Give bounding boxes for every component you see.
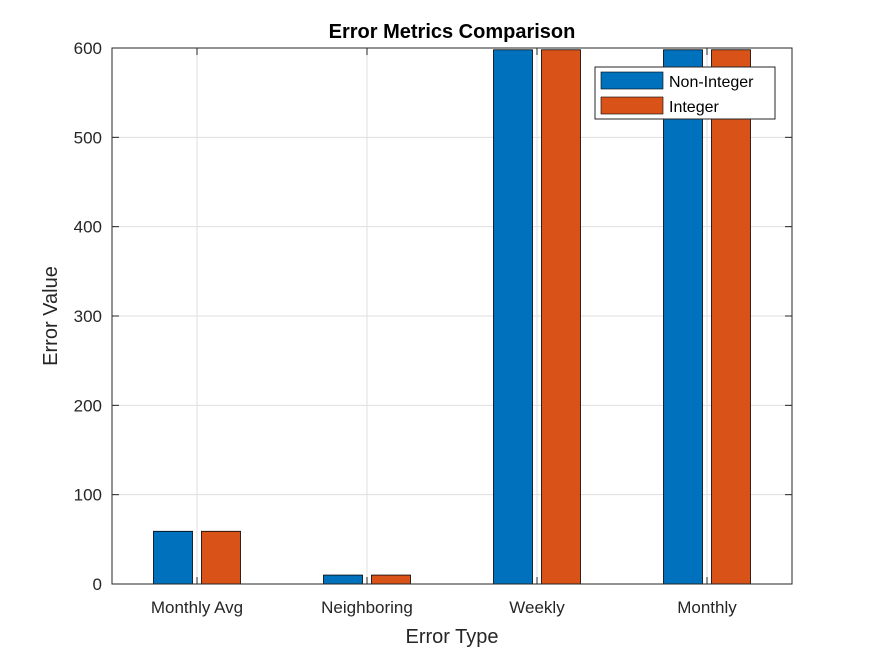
x-tick-label-neighboring: Neighboring (321, 598, 413, 617)
bar-non-integer-monthly (663, 49, 703, 585)
y-tick-label: 0 (93, 575, 102, 594)
bar-non-integer-monthly-avg (153, 530, 193, 585)
axis-ticks (112, 47, 792, 585)
y-tick-label: 600 (74, 39, 102, 58)
y-tick-label: 100 (74, 486, 102, 505)
legend-label-integer: Integer (669, 99, 719, 116)
legend-swatch-integer (600, 96, 664, 115)
y-axis-title: Error Value (40, 266, 62, 366)
chart-title: Error Metrics Comparison (329, 21, 576, 43)
x-tick-label-monthly: Monthly (677, 598, 737, 617)
y-tick-label: 400 (74, 218, 102, 237)
bar-non-integer-weekly (493, 49, 533, 585)
bar-integer-monthly (711, 49, 751, 585)
x-axis-title: Error Type (406, 626, 499, 648)
bar-integer-monthly-avg (201, 530, 241, 585)
grid-lines (112, 48, 792, 584)
tick-labels: 0 100 200 300 400 500 600 Monthly Avg Neighborin… (74, 39, 738, 617)
x-tick-label-monthly-avg: Monthly Avg (151, 598, 243, 617)
x-tick-label-weekly: Weekly (509, 598, 565, 617)
bar-integer-neighboring (371, 574, 411, 585)
legend-label-non-integer: Non-Integer (669, 74, 754, 91)
y-tick-label: 200 (74, 396, 102, 415)
bars (153, 49, 751, 585)
legend: Non-Integer Integer (594, 66, 776, 120)
legend-swatch-non-integer (600, 71, 664, 90)
y-tick-label: 500 (74, 128, 102, 147)
bar-non-integer-neighboring (323, 574, 363, 585)
bar-integer-weekly (541, 49, 581, 585)
y-tick-label: 300 (74, 307, 102, 326)
